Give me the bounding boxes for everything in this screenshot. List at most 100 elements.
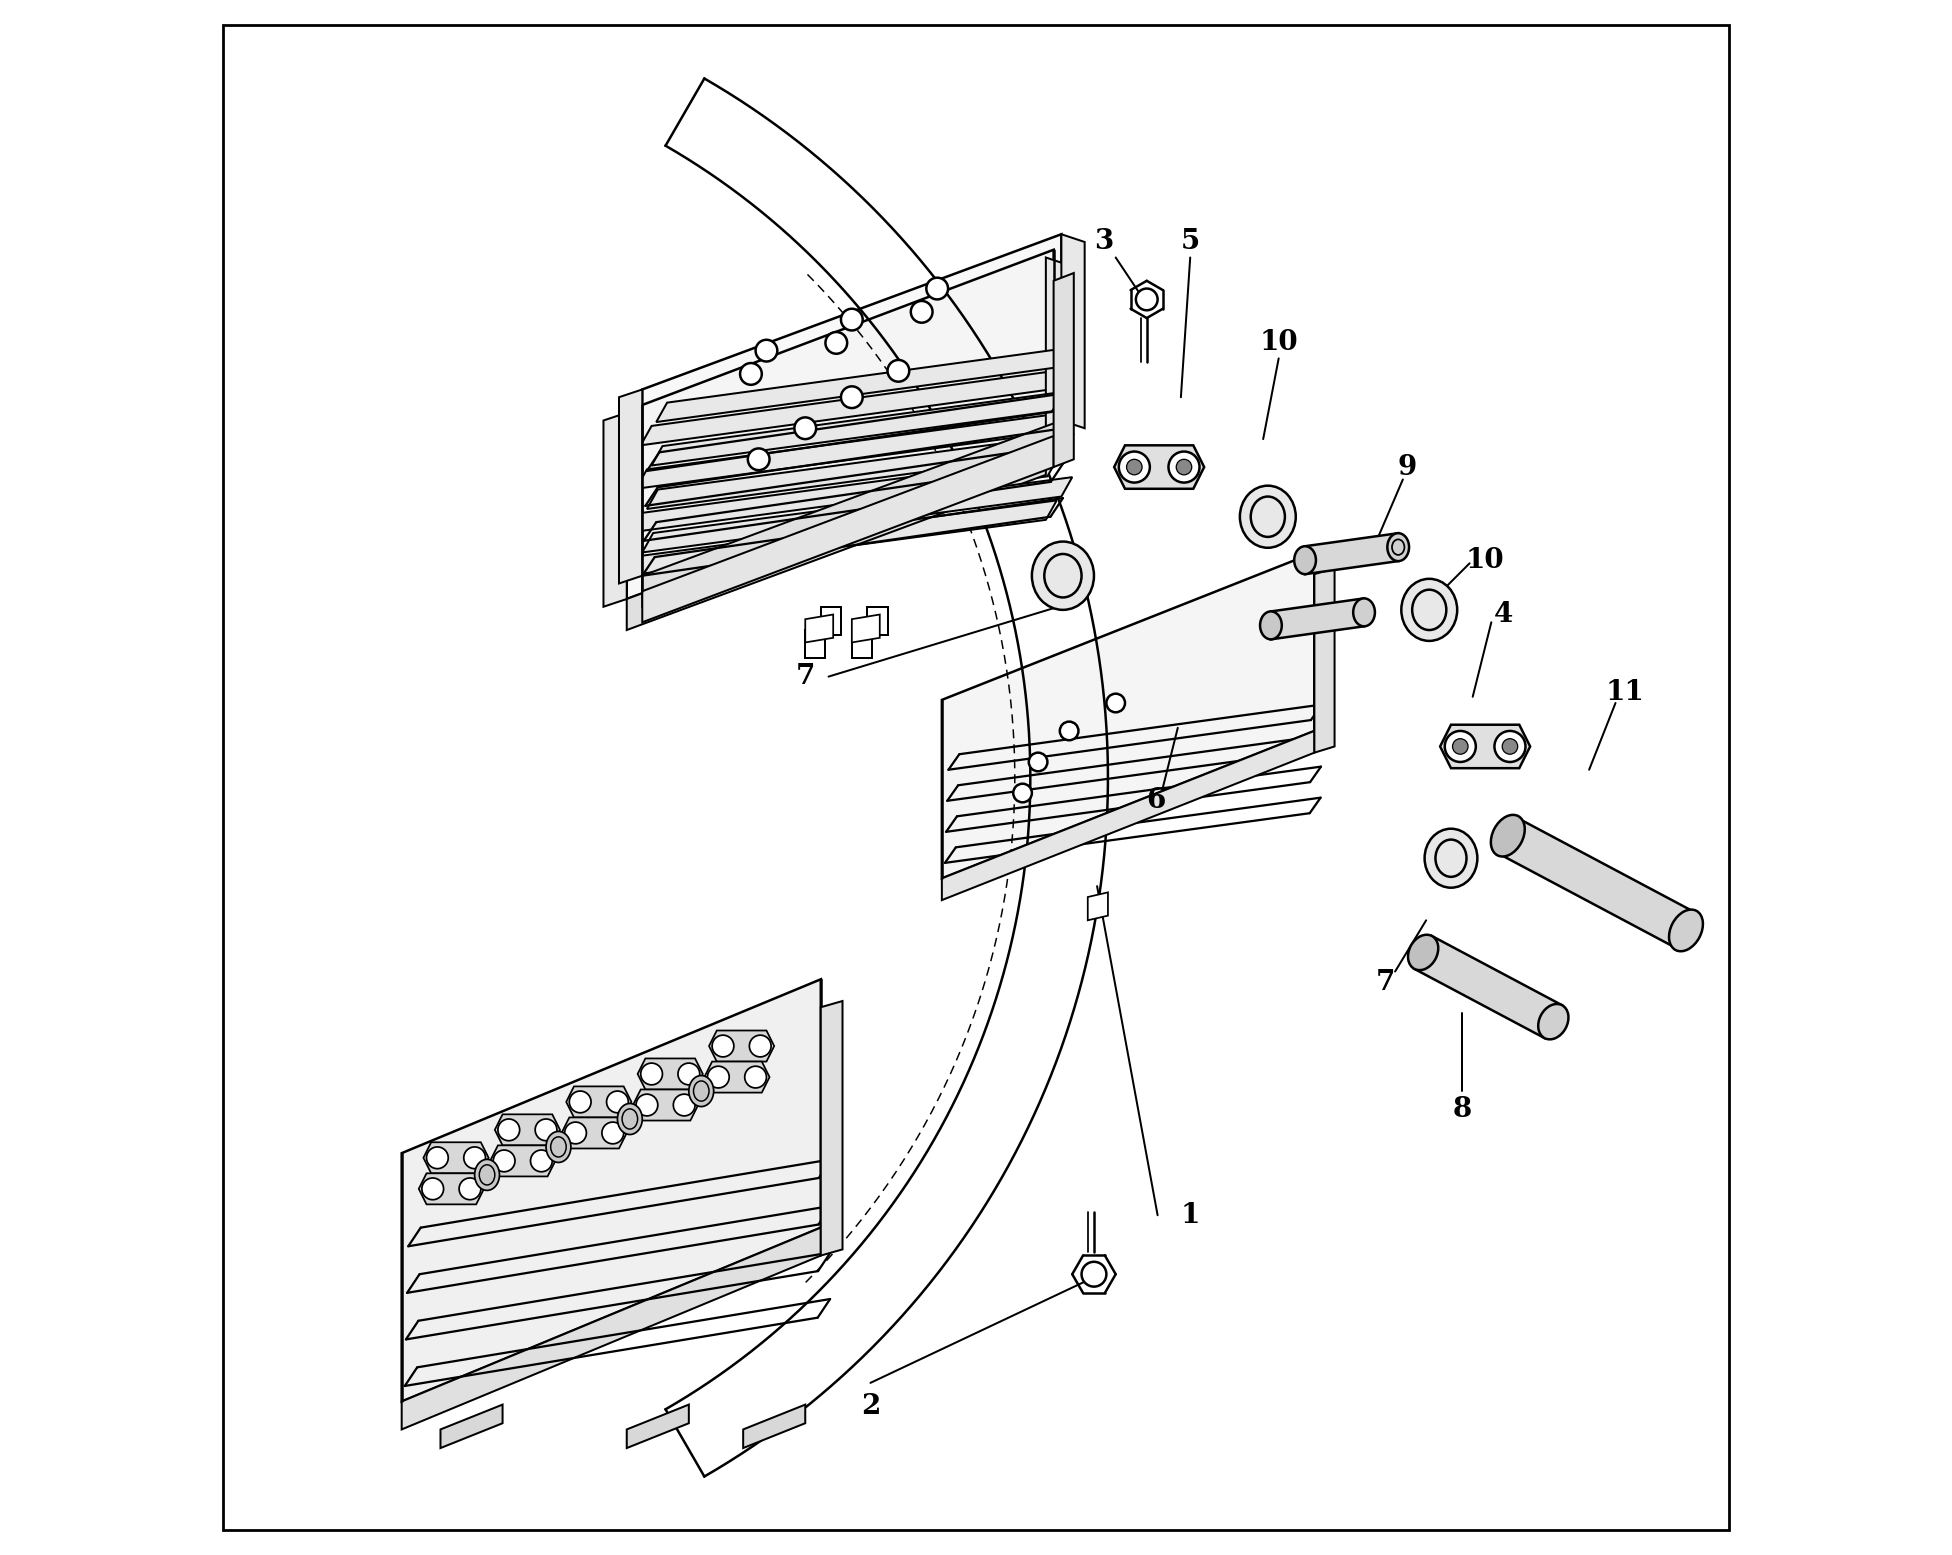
- Circle shape: [740, 362, 761, 384]
- Polygon shape: [646, 434, 1074, 508]
- Ellipse shape: [1240, 485, 1296, 547]
- Polygon shape: [490, 1146, 556, 1177]
- Text: 2: 2: [861, 1393, 880, 1420]
- Circle shape: [673, 1095, 695, 1116]
- Polygon shape: [1499, 818, 1696, 949]
- Ellipse shape: [1402, 578, 1458, 641]
- Polygon shape: [1271, 599, 1364, 639]
- Polygon shape: [642, 477, 1072, 552]
- Polygon shape: [820, 606, 841, 634]
- Circle shape: [494, 1151, 515, 1172]
- Circle shape: [1060, 722, 1078, 740]
- Circle shape: [1013, 784, 1033, 802]
- Circle shape: [564, 1123, 586, 1144]
- Ellipse shape: [1261, 611, 1282, 639]
- Circle shape: [888, 359, 910, 381]
- Circle shape: [1029, 753, 1048, 771]
- Text: 11: 11: [1605, 678, 1644, 706]
- Polygon shape: [642, 435, 1054, 622]
- Polygon shape: [642, 420, 1062, 606]
- Circle shape: [640, 1064, 662, 1085]
- Circle shape: [746, 1067, 767, 1088]
- Polygon shape: [1415, 936, 1562, 1039]
- Polygon shape: [709, 1031, 775, 1062]
- Circle shape: [912, 302, 933, 323]
- Circle shape: [535, 1120, 556, 1141]
- Circle shape: [601, 1123, 623, 1144]
- Polygon shape: [943, 731, 1314, 900]
- Polygon shape: [402, 980, 820, 1401]
- Circle shape: [748, 448, 769, 470]
- Ellipse shape: [1538, 1005, 1569, 1039]
- Ellipse shape: [1388, 533, 1409, 561]
- Polygon shape: [867, 606, 888, 634]
- Circle shape: [677, 1064, 699, 1085]
- Polygon shape: [494, 1115, 560, 1146]
- Polygon shape: [627, 1404, 689, 1448]
- Polygon shape: [1062, 235, 1085, 428]
- Text: 1: 1: [1181, 1202, 1200, 1228]
- Ellipse shape: [1353, 599, 1374, 627]
- Ellipse shape: [474, 1160, 500, 1191]
- Ellipse shape: [617, 1104, 642, 1135]
- Polygon shape: [851, 614, 880, 642]
- Polygon shape: [642, 250, 1054, 591]
- Text: 5: 5: [1181, 229, 1200, 255]
- Polygon shape: [806, 630, 826, 658]
- Text: 3: 3: [1093, 229, 1113, 255]
- Circle shape: [1107, 694, 1124, 712]
- Polygon shape: [1115, 445, 1204, 488]
- Polygon shape: [1306, 533, 1398, 574]
- Circle shape: [712, 1036, 734, 1057]
- Polygon shape: [619, 389, 642, 583]
- Polygon shape: [943, 552, 1314, 879]
- Circle shape: [1444, 731, 1476, 762]
- Circle shape: [1126, 459, 1142, 474]
- Circle shape: [459, 1179, 480, 1200]
- Polygon shape: [820, 1001, 843, 1255]
- Polygon shape: [424, 1143, 488, 1174]
- Ellipse shape: [1425, 829, 1478, 888]
- Circle shape: [927, 278, 949, 300]
- Ellipse shape: [1033, 541, 1093, 610]
- Polygon shape: [636, 414, 1060, 488]
- Circle shape: [841, 309, 863, 331]
- Polygon shape: [627, 258, 1046, 599]
- Ellipse shape: [1294, 546, 1316, 574]
- Polygon shape: [1087, 893, 1109, 921]
- Circle shape: [422, 1179, 443, 1200]
- Polygon shape: [744, 1404, 806, 1448]
- Polygon shape: [630, 457, 1058, 532]
- Ellipse shape: [1669, 910, 1702, 952]
- Circle shape: [794, 417, 816, 439]
- Polygon shape: [603, 412, 627, 606]
- Polygon shape: [566, 1087, 630, 1118]
- Circle shape: [707, 1067, 730, 1088]
- Polygon shape: [420, 1174, 484, 1205]
- Polygon shape: [1441, 725, 1530, 768]
- Polygon shape: [627, 501, 1056, 575]
- Circle shape: [1503, 739, 1519, 754]
- Text: 9: 9: [1398, 454, 1417, 480]
- Circle shape: [1452, 739, 1468, 754]
- Circle shape: [841, 386, 863, 407]
- Circle shape: [1177, 459, 1193, 474]
- Circle shape: [427, 1148, 449, 1169]
- Polygon shape: [627, 443, 1046, 630]
- Text: 8: 8: [1452, 1096, 1472, 1123]
- Circle shape: [755, 341, 777, 361]
- Circle shape: [826, 333, 847, 353]
- Circle shape: [750, 1036, 771, 1057]
- Circle shape: [1136, 289, 1158, 311]
- Circle shape: [465, 1148, 486, 1169]
- Polygon shape: [705, 1062, 769, 1093]
- Circle shape: [607, 1092, 629, 1113]
- Circle shape: [570, 1092, 591, 1113]
- Text: 10: 10: [1466, 547, 1505, 574]
- Circle shape: [636, 1095, 658, 1116]
- Circle shape: [1169, 451, 1200, 482]
- Polygon shape: [652, 390, 1076, 465]
- Ellipse shape: [1491, 815, 1525, 857]
- Circle shape: [1081, 1261, 1107, 1286]
- Circle shape: [498, 1120, 519, 1141]
